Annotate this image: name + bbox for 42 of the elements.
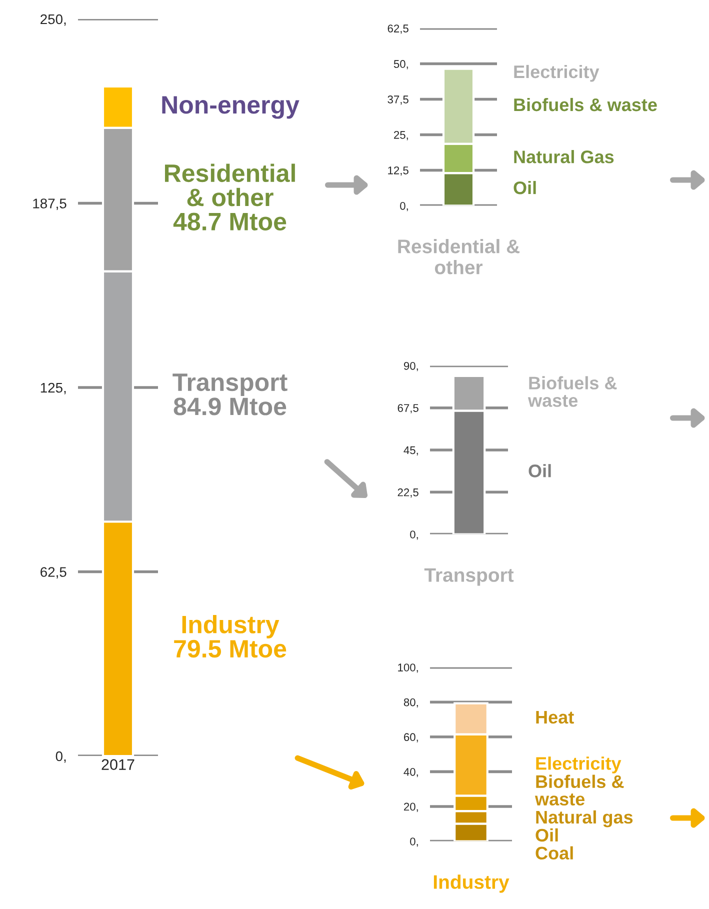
series-label: Non-energy bbox=[162, 96, 300, 119]
series-label: Transport 84.9 Mtoe bbox=[172, 374, 288, 416]
y-tick-label: 45, bbox=[404, 446, 418, 456]
y-tick-label: 67,5 bbox=[398, 404, 418, 414]
y-tick-label: 100, bbox=[398, 664, 418, 673]
text: Biofuels & waste bbox=[514, 98, 657, 112]
y-tick-label: 40, bbox=[404, 768, 418, 778]
y-tick-label: 90, bbox=[404, 362, 418, 372]
x-tick-label: 2017 bbox=[102, 759, 134, 770]
y-tick-label: 62,5 bbox=[40, 567, 66, 579]
text: Natural gas bbox=[536, 810, 633, 828]
series-label: Industry 79.5 Mtoe bbox=[174, 615, 286, 658]
y-tick-label: 187,5 bbox=[33, 198, 66, 210]
y-tick-label: 250, bbox=[40, 14, 66, 26]
text: Biofuels & waste bbox=[534, 774, 624, 806]
text: Oil bbox=[528, 464, 551, 478]
text: Coal bbox=[536, 846, 573, 860]
y-tick-label: 62,5 bbox=[388, 24, 408, 34]
text: Oil bbox=[514, 180, 536, 194]
text: Electricity bbox=[536, 756, 622, 774]
y-tick-label: 60, bbox=[404, 733, 418, 742]
y-tick-label: 25, bbox=[394, 131, 408, 140]
text: Electricity bbox=[514, 64, 600, 82]
y-tick-label: 20, bbox=[404, 802, 418, 812]
text: Heat bbox=[536, 711, 574, 724]
x-axis-title: Industry bbox=[434, 874, 510, 893]
y-tick-label: 22,5 bbox=[398, 488, 418, 498]
text: Oil bbox=[536, 828, 558, 842]
y-tick-label: 0, bbox=[410, 530, 418, 540]
y-tick-label: 37,5 bbox=[388, 96, 408, 105]
y-tick-label: 50, bbox=[394, 60, 408, 70]
text: Biofuels & waste bbox=[528, 376, 617, 407]
x-axis-title: Residential & other bbox=[398, 239, 520, 274]
y-tick-label: 0, bbox=[56, 751, 66, 763]
x-axis-title: Transport bbox=[424, 568, 514, 586]
legend-label: Residential & other 48.7 Mtoe bbox=[164, 164, 295, 230]
text: Natural Gas bbox=[514, 150, 614, 164]
y-tick-label: 125, bbox=[40, 382, 66, 394]
y-tick-label: 0, bbox=[400, 202, 408, 212]
y-tick-label: 80, bbox=[404, 698, 418, 708]
y-tick-label: 0, bbox=[410, 838, 418, 847]
y-tick-label: 12,5 bbox=[388, 166, 408, 176]
